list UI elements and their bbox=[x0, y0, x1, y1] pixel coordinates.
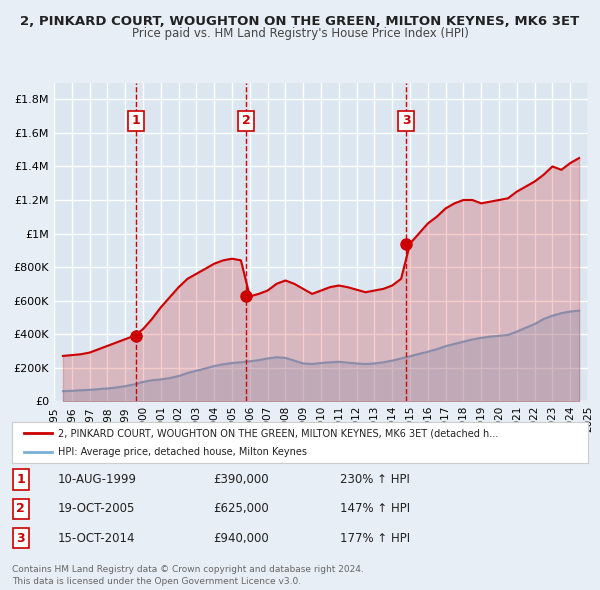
Text: 230% ↑ HPI: 230% ↑ HPI bbox=[340, 473, 410, 486]
Text: 147% ↑ HPI: 147% ↑ HPI bbox=[340, 502, 410, 516]
Text: 177% ↑ HPI: 177% ↑ HPI bbox=[340, 532, 410, 545]
Text: 2, PINKARD COURT, WOUGHTON ON THE GREEN, MILTON KEYNES, MK6 3ET (detached h...: 2, PINKARD COURT, WOUGHTON ON THE GREEN,… bbox=[58, 428, 499, 438]
Text: £625,000: £625,000 bbox=[214, 502, 269, 516]
Text: HPI: Average price, detached house, Milton Keynes: HPI: Average price, detached house, Milt… bbox=[58, 447, 307, 457]
Text: 19-OCT-2005: 19-OCT-2005 bbox=[58, 502, 136, 516]
Text: 10-AUG-1999: 10-AUG-1999 bbox=[58, 473, 137, 486]
Text: £390,000: £390,000 bbox=[214, 473, 269, 486]
Text: 3: 3 bbox=[16, 532, 25, 545]
Text: 3: 3 bbox=[402, 114, 410, 127]
Text: 2, PINKARD COURT, WOUGHTON ON THE GREEN, MILTON KEYNES, MK6 3ET: 2, PINKARD COURT, WOUGHTON ON THE GREEN,… bbox=[20, 15, 580, 28]
Text: 2: 2 bbox=[242, 114, 251, 127]
Text: This data is licensed under the Open Government Licence v3.0.: This data is licensed under the Open Gov… bbox=[12, 577, 301, 586]
Text: Contains HM Land Registry data © Crown copyright and database right 2024.: Contains HM Land Registry data © Crown c… bbox=[12, 565, 364, 574]
Text: 1: 1 bbox=[131, 114, 140, 127]
Text: 2: 2 bbox=[16, 502, 25, 516]
Text: 1: 1 bbox=[16, 473, 25, 486]
Text: 15-OCT-2014: 15-OCT-2014 bbox=[58, 532, 136, 545]
Text: £940,000: £940,000 bbox=[214, 532, 269, 545]
Text: Price paid vs. HM Land Registry's House Price Index (HPI): Price paid vs. HM Land Registry's House … bbox=[131, 27, 469, 40]
